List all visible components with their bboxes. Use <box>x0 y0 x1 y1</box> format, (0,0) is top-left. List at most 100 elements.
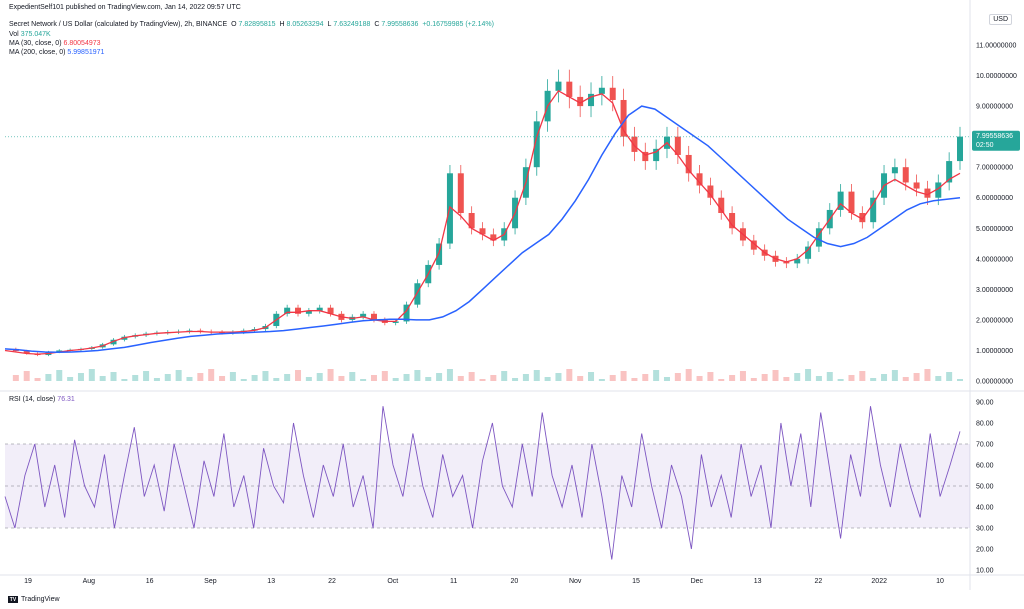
volume-bar <box>674 373 681 381</box>
volume-bar <box>45 374 52 381</box>
tradingview-logo-icon: TV <box>8 596 18 603</box>
rsi-label: RSI (14, close) <box>9 396 56 403</box>
volume-bar <box>663 377 670 381</box>
volume-bar <box>468 372 475 381</box>
rsi-line <box>4 406 961 560</box>
candle-body <box>815 228 822 247</box>
volume-bar <box>229 372 236 381</box>
change-value: +0.16759985 (+2.14%) <box>422 21 494 28</box>
ma30-label: MA (30, close, 0) <box>9 40 62 47</box>
candle-body <box>750 240 757 250</box>
vol-label: Vol <box>9 31 19 38</box>
volume-bar <box>295 370 302 381</box>
volume-bar <box>12 375 19 381</box>
candle-body <box>837 191 844 210</box>
candle-body <box>935 182 942 198</box>
candle-body <box>479 228 486 235</box>
volume-bar <box>913 373 920 381</box>
tradingview-footer: TV TradingView <box>8 596 60 603</box>
ma200-line[interactable]: MA (200, close, 0) 5.99851971 <box>9 48 106 57</box>
candle-body <box>110 339 117 345</box>
ma30-line[interactable]: MA (30, close, 0) 6.80054973 <box>9 39 103 48</box>
volume-bar <box>273 378 280 381</box>
volume-bar <box>67 377 74 381</box>
candle-body <box>609 87 616 100</box>
candle-body <box>56 350 63 352</box>
volume-bar <box>848 375 855 381</box>
candle-body <box>707 185 714 198</box>
candle-body <box>23 351 30 354</box>
candle-body <box>490 234 497 241</box>
volume-bar <box>859 371 866 381</box>
volume-bar <box>403 374 410 381</box>
volume-bar <box>284 374 291 381</box>
vol-line[interactable]: Vol 375.047K <box>9 30 53 39</box>
price-tick-label: 3.00000000 <box>976 287 1013 294</box>
candle-body <box>685 154 692 174</box>
candle-body <box>924 188 931 198</box>
volume-bar <box>501 371 508 381</box>
time-tick-label: Dec <box>691 578 704 585</box>
candle-body <box>946 161 953 183</box>
volume-bar <box>805 369 812 381</box>
time-tick-label: 16 <box>146 578 154 585</box>
time-tick-label: 22 <box>815 578 823 585</box>
volume-bar <box>718 379 725 381</box>
volume-bar <box>772 370 779 381</box>
time-tick-label: 22 <box>328 578 336 585</box>
volume-bar <box>457 376 464 381</box>
volume-bar <box>110 372 117 381</box>
ma200-line <box>4 105 961 354</box>
volume-bar <box>132 375 139 381</box>
open-value: 7.82895815 <box>238 21 276 28</box>
ma30-value: 6.80054973 <box>63 40 101 47</box>
volume-bar <box>175 370 182 381</box>
price-tick-label: 5.00000000 <box>976 226 1013 233</box>
footer-brand-text: TradingView <box>21 596 60 603</box>
candle-body <box>327 307 334 314</box>
volume-bar <box>34 378 41 381</box>
volume-bar <box>316 373 323 381</box>
candle-body <box>403 304 410 322</box>
volume-bar <box>360 379 367 381</box>
rsi-tick-label: 60.00 <box>976 463 994 470</box>
volume-bar <box>588 372 595 381</box>
rsi-legend[interactable]: RSI (14, close) 76.31 <box>9 395 77 404</box>
volume-bar <box>696 376 703 381</box>
symbol-text: Secret Network / US Dollar (calculated b… <box>9 21 228 28</box>
currency-tag[interactable]: USD <box>989 14 1012 25</box>
low-value: 7.63249188 <box>333 21 371 28</box>
candle-body <box>848 191 855 213</box>
candle-body <box>870 197 877 223</box>
candle-body <box>783 261 790 264</box>
volume-bar <box>251 375 258 381</box>
price-countdown: 02:50 <box>976 142 994 149</box>
price-tick-label: 6.00000000 <box>976 195 1013 202</box>
rsi-tick-label: 70.00 <box>976 442 994 449</box>
volume-bar <box>186 377 193 381</box>
candle-body <box>631 136 638 152</box>
candle-body <box>891 167 898 174</box>
volume-bar <box>425 377 432 381</box>
rsi-tick-label: 90.00 <box>976 400 994 407</box>
volume-bar <box>609 375 616 381</box>
candle-body <box>436 243 443 265</box>
volume-bar <box>935 376 942 381</box>
candle-body <box>598 87 605 94</box>
volume-bar <box>327 369 334 381</box>
low-label: L <box>327 21 332 28</box>
candle-body <box>566 81 573 97</box>
volume-bar <box>924 369 931 381</box>
candle-body <box>533 121 540 168</box>
time-tick-label: Sep <box>204 578 217 585</box>
volume-bar <box>121 379 128 381</box>
volume-bar <box>881 374 888 381</box>
rsi-tick-label: 20.00 <box>976 547 994 554</box>
volume-bar <box>794 373 801 381</box>
time-tick-label: 2022 <box>871 578 887 585</box>
volume-bar <box>739 371 746 381</box>
time-tick-label: 15 <box>632 578 640 585</box>
volume-bar <box>577 376 584 381</box>
price-tick-label: 4.00000000 <box>976 256 1013 263</box>
